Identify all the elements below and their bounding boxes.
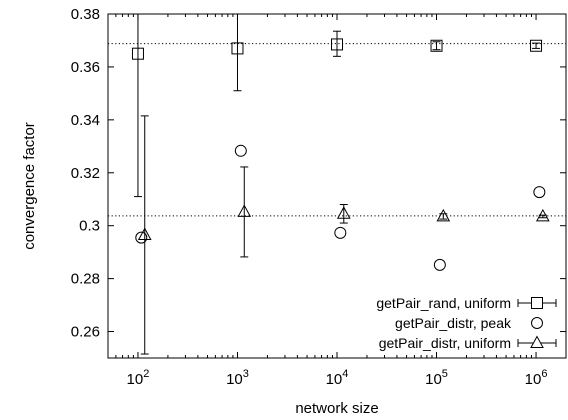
- x-tick-label-exponent: 3: [243, 368, 249, 380]
- series-circle: [135, 144, 546, 271]
- y-tick-label: 0.28: [71, 271, 100, 288]
- y-tick-label: 0.38: [71, 6, 100, 23]
- x-tick-label: 103: [226, 368, 249, 388]
- data-point-square: [530, 39, 543, 52]
- data-point-square: [331, 38, 343, 51]
- legend: getPair_rand, uniform getPair_distr, peak…: [376, 295, 557, 351]
- y-tick-label: 0.32: [71, 165, 100, 182]
- x-axis-label: network size: [295, 400, 378, 417]
- reference-lines: [108, 43, 566, 217]
- y-axis-ticks: 0.26 0.28 0.3 0.32 0.34 0.36 0.38: [71, 6, 566, 341]
- y-axis-label: convergence factor: [21, 122, 38, 250]
- data-point-circle: [433, 258, 446, 271]
- x-axis-ticks: 102 103 104 105 106: [115, 14, 548, 388]
- x-tick-label: 104: [326, 368, 349, 388]
- y-tick-label: 0.26: [71, 324, 100, 341]
- y-tick-label: 0.34: [71, 112, 100, 129]
- x-tick-label: 106: [525, 368, 548, 388]
- x-tick-label-base: 10: [525, 371, 542, 388]
- data-point-circle: [533, 186, 546, 199]
- data-series: [131, 13, 550, 355]
- x-tick-label: 105: [425, 368, 448, 388]
- x-tick-label: 102: [127, 368, 150, 388]
- data-point-circle: [234, 144, 247, 157]
- x-tick-label-base: 10: [127, 371, 144, 388]
- x-tick-label-base: 10: [425, 371, 442, 388]
- legend-entry-label: getPair_rand, uniform: [376, 295, 511, 311]
- data-point-triangle: [336, 206, 351, 219]
- data-point-triangle: [535, 208, 550, 222]
- y-tick-label: 0.3: [79, 218, 100, 235]
- data-point-circle: [334, 226, 347, 239]
- data-point-square: [131, 47, 144, 60]
- legend-marker-square: [531, 297, 543, 309]
- legend-entry-label: getPair_distr, peak: [395, 315, 512, 331]
- x-tick-label-exponent: 4: [342, 368, 348, 380]
- y-tick-label: 0.36: [71, 59, 100, 76]
- data-point-square: [231, 42, 244, 55]
- series-triangle: [137, 115, 550, 355]
- legend-marker-circle: [531, 317, 543, 329]
- data-point-triangle: [137, 227, 152, 240]
- series-square: [131, 13, 543, 198]
- x-tick-label-exponent: 6: [541, 368, 547, 380]
- data-point-square: [430, 39, 443, 52]
- x-tick-label-base: 10: [326, 371, 343, 388]
- data-point-triangle: [237, 204, 252, 217]
- data-point-triangle: [436, 208, 451, 222]
- x-tick-label-exponent: 2: [143, 368, 149, 380]
- x-tick-label-base: 10: [226, 371, 243, 388]
- legend-marker-triangle: [530, 335, 544, 348]
- legend-entry-label: getPair_distr, uniform: [379, 335, 511, 351]
- data-point-circle: [135, 231, 148, 244]
- x-tick-label-exponent: 5: [442, 368, 448, 380]
